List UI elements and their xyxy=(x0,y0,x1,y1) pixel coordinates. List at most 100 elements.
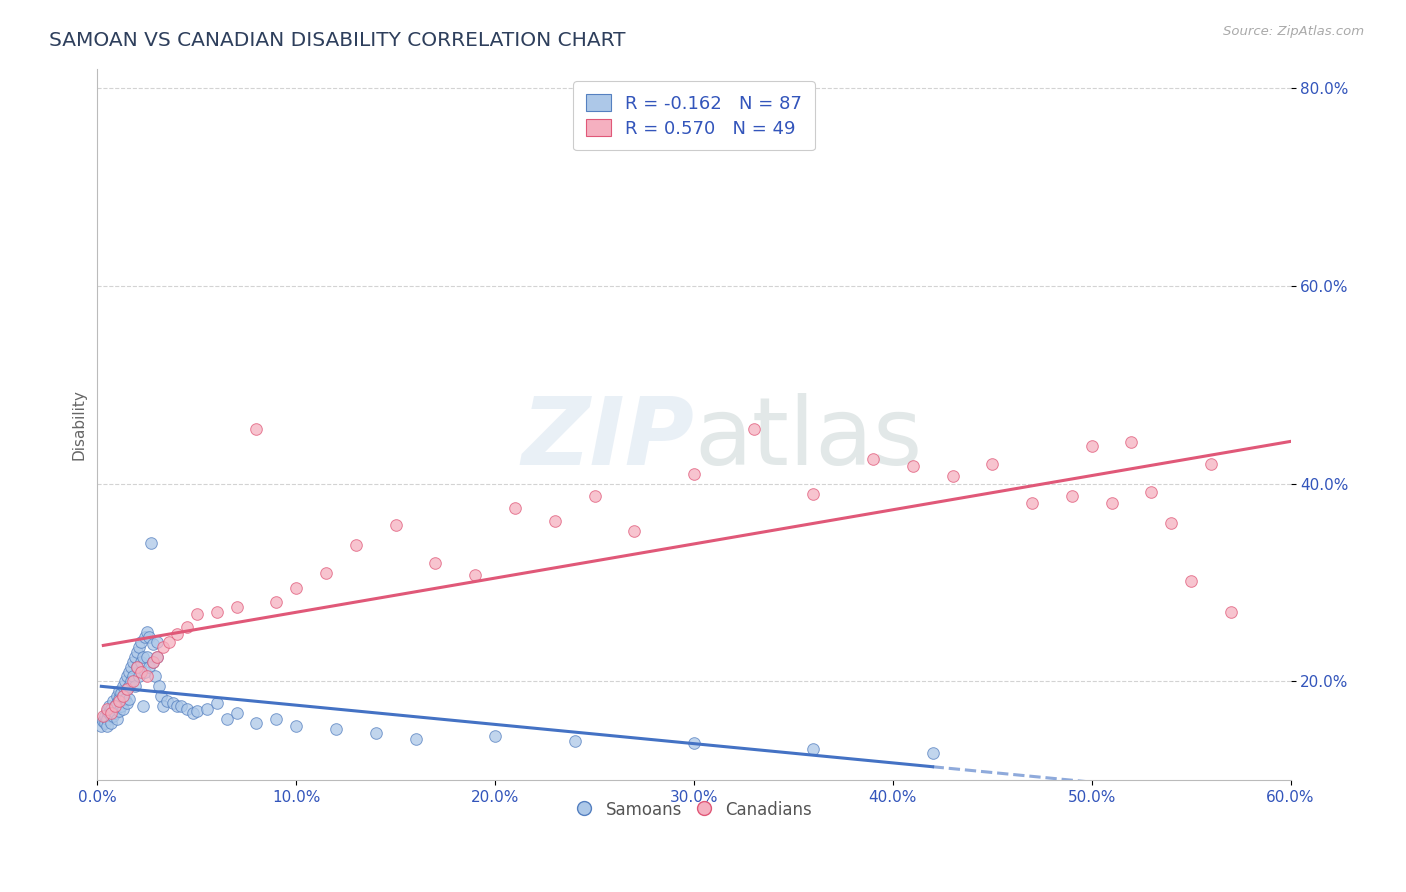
Point xyxy=(118,692,141,706)
Point xyxy=(156,694,179,708)
Point xyxy=(364,726,387,740)
Point xyxy=(152,640,174,654)
Point xyxy=(108,684,131,698)
Point xyxy=(120,674,142,689)
Point xyxy=(143,669,166,683)
Point xyxy=(108,692,131,706)
Point xyxy=(112,690,135,704)
Point xyxy=(110,699,132,714)
Point xyxy=(128,669,150,683)
Point xyxy=(225,706,247,720)
Point xyxy=(132,649,155,664)
Point xyxy=(503,501,526,516)
Point xyxy=(100,715,122,730)
Point xyxy=(325,722,347,736)
Point xyxy=(205,696,228,710)
Point xyxy=(115,696,138,710)
Point xyxy=(186,704,208,718)
Point xyxy=(941,468,963,483)
Point xyxy=(801,486,824,500)
Point xyxy=(266,712,288,726)
Point xyxy=(1101,496,1123,510)
Point xyxy=(104,706,127,720)
Point xyxy=(127,659,149,673)
Point xyxy=(98,706,121,720)
Point xyxy=(266,595,288,609)
Point xyxy=(100,709,122,723)
Point xyxy=(114,692,136,706)
Point xyxy=(1219,605,1241,619)
Point xyxy=(112,679,135,693)
Point xyxy=(176,702,198,716)
Point xyxy=(225,600,247,615)
Point xyxy=(124,679,146,693)
Point xyxy=(285,581,308,595)
Point xyxy=(862,452,884,467)
Point xyxy=(94,715,117,730)
Point xyxy=(124,649,146,664)
Point xyxy=(464,567,486,582)
Point xyxy=(195,702,218,716)
Point xyxy=(136,649,159,664)
Point xyxy=(118,665,141,679)
Point xyxy=(115,682,138,697)
Point xyxy=(100,706,122,720)
Point xyxy=(103,709,125,723)
Point xyxy=(205,605,228,619)
Point xyxy=(181,706,204,720)
Point xyxy=(544,514,567,528)
Point xyxy=(98,699,121,714)
Text: atlas: atlas xyxy=(695,392,922,484)
Point xyxy=(152,699,174,714)
Point xyxy=(103,704,125,718)
Point xyxy=(104,699,127,714)
Point xyxy=(134,630,156,644)
Point xyxy=(114,674,136,689)
Point xyxy=(129,635,152,649)
Legend: Samoans, Canadians: Samoans, Canadians xyxy=(569,794,818,825)
Point xyxy=(120,659,142,673)
Point xyxy=(134,665,156,679)
Point xyxy=(108,704,131,718)
Point xyxy=(128,640,150,654)
Point xyxy=(139,536,162,550)
Point xyxy=(146,649,169,664)
Point xyxy=(142,655,165,669)
Point xyxy=(138,630,160,644)
Point xyxy=(683,467,706,481)
Point xyxy=(115,669,138,683)
Point xyxy=(344,538,367,552)
Point xyxy=(166,627,188,641)
Point xyxy=(146,635,169,649)
Point xyxy=(105,696,128,710)
Point xyxy=(96,719,118,733)
Point xyxy=(136,625,159,640)
Point xyxy=(425,556,447,570)
Point xyxy=(901,458,924,473)
Point xyxy=(112,702,135,716)
Point xyxy=(170,699,193,714)
Point xyxy=(91,714,114,728)
Point xyxy=(285,719,308,733)
Point xyxy=(186,607,208,622)
Point xyxy=(129,665,152,679)
Point xyxy=(1121,435,1143,450)
Point xyxy=(118,679,141,693)
Point xyxy=(115,682,138,697)
Point xyxy=(564,733,586,747)
Point xyxy=(150,690,173,704)
Point xyxy=(105,690,128,704)
Point xyxy=(132,699,155,714)
Point xyxy=(90,719,112,733)
Point xyxy=(742,422,765,436)
Point xyxy=(127,659,149,673)
Point xyxy=(176,620,198,634)
Point xyxy=(157,635,180,649)
Point xyxy=(122,655,145,669)
Point xyxy=(1160,516,1182,531)
Point xyxy=(142,637,165,651)
Point xyxy=(484,729,506,743)
Point xyxy=(315,566,337,580)
Point xyxy=(142,655,165,669)
Point xyxy=(105,712,128,726)
